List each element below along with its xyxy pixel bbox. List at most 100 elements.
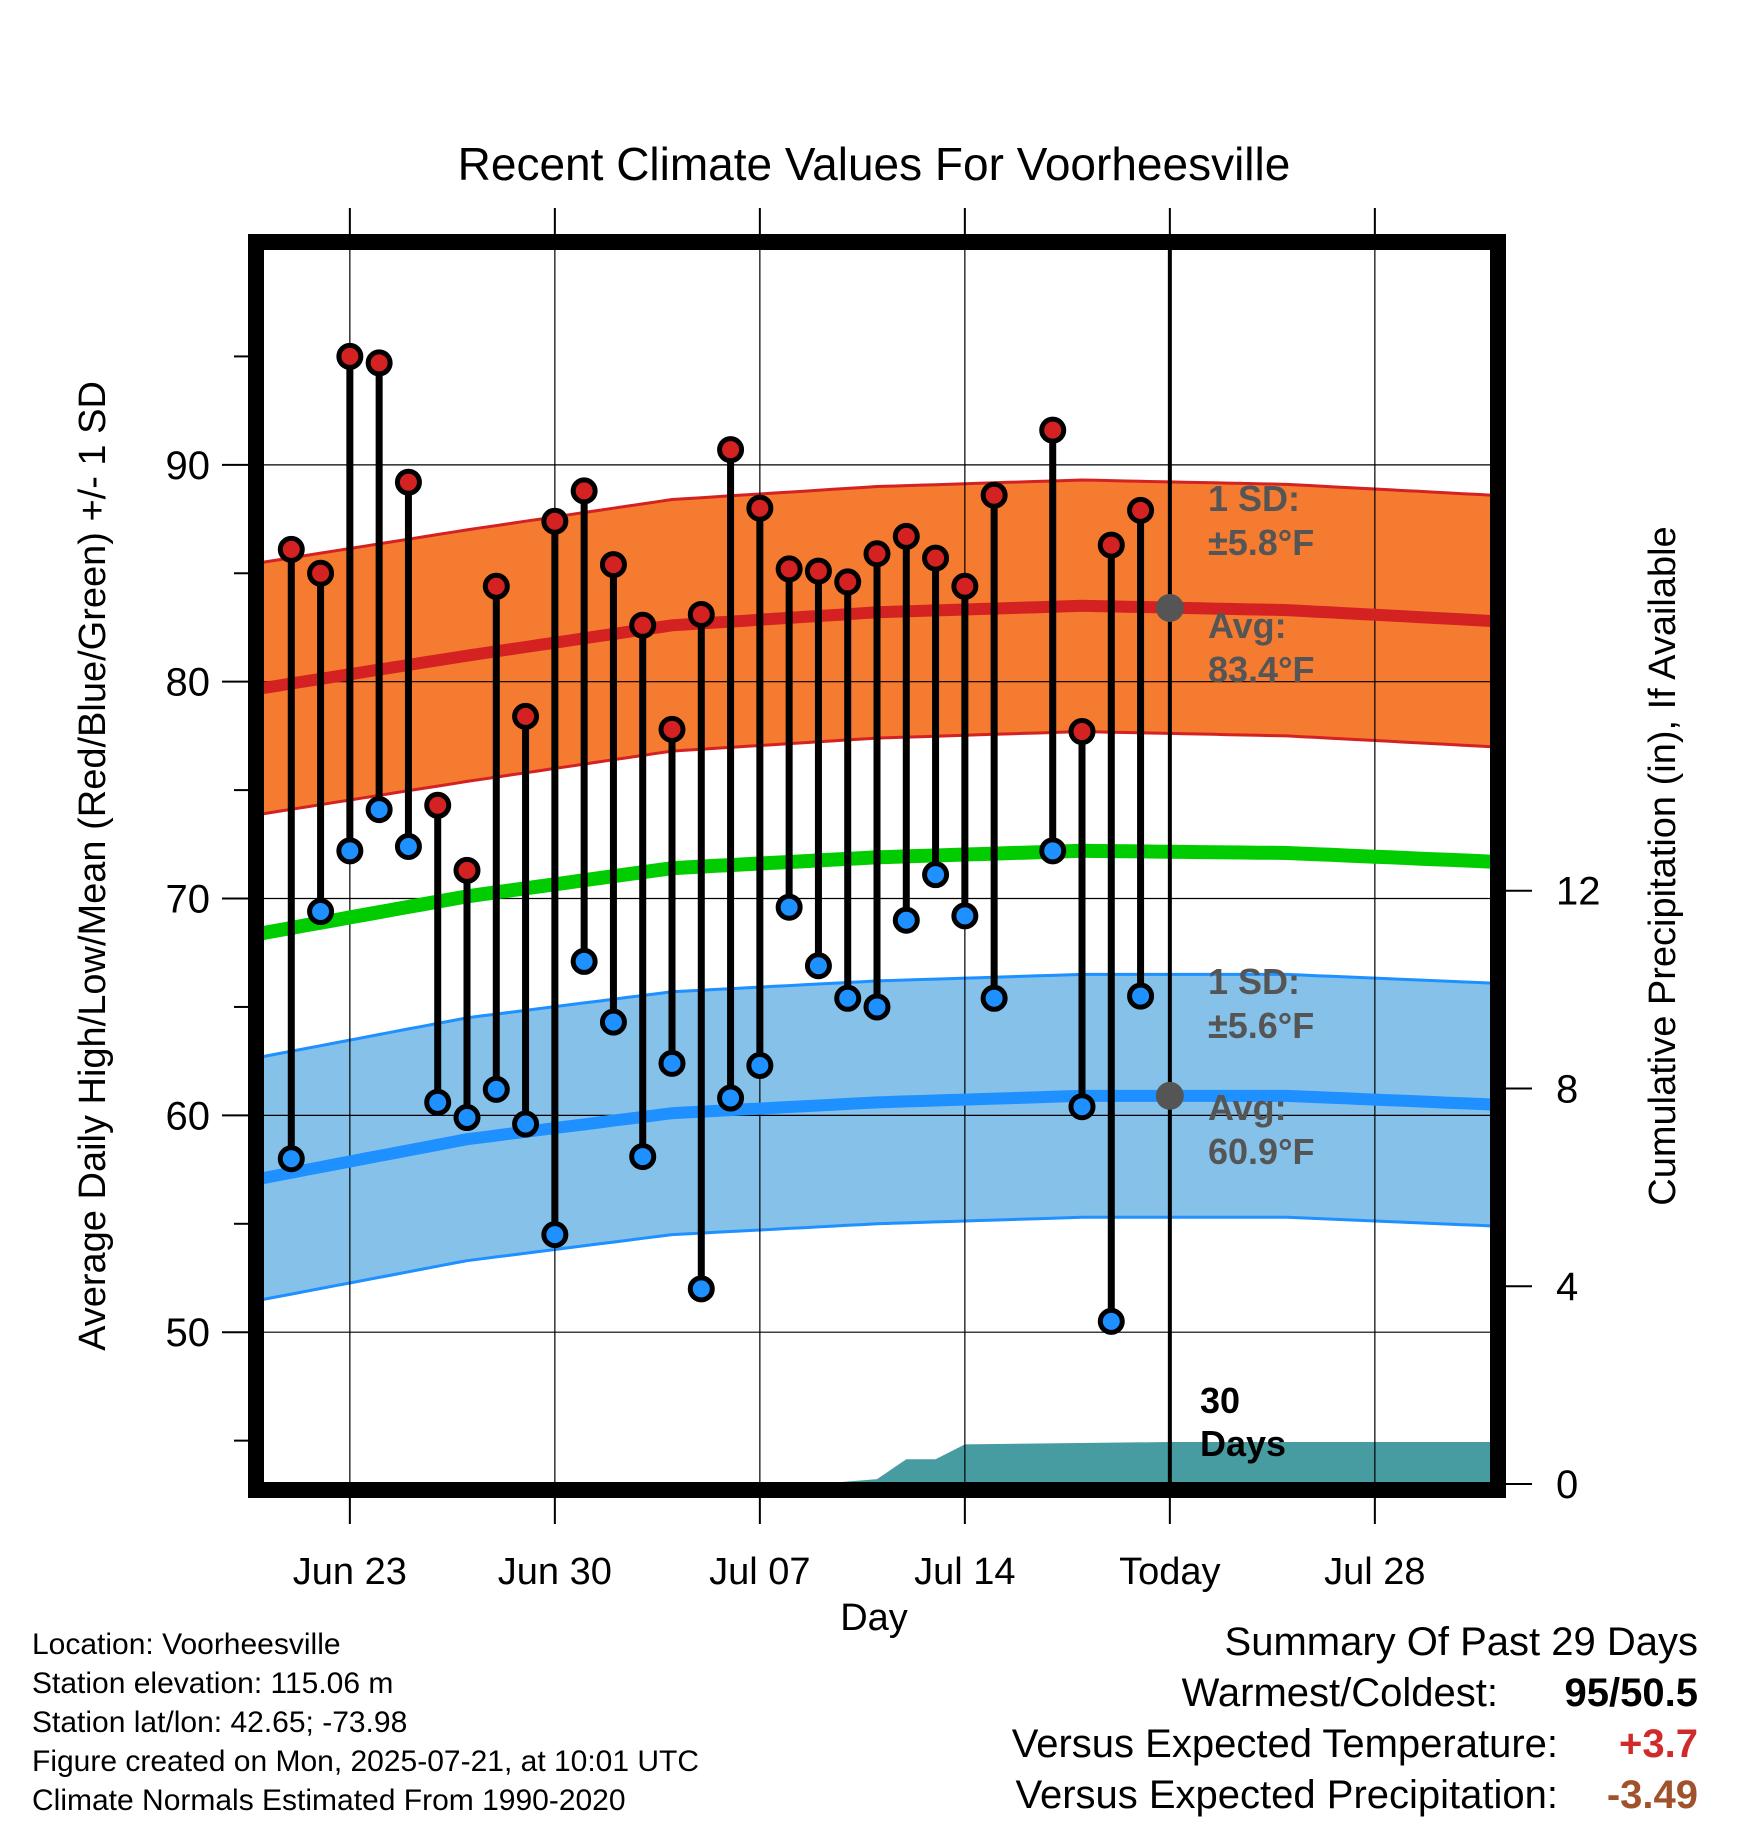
- high-sd-upper-line: [262, 478, 1492, 564]
- precip-vs-expected-value: -3.49: [1606, 1773, 1698, 1817]
- days-unit-label: Days: [1200, 1423, 1286, 1464]
- daily-high-point: [570, 477, 598, 505]
- daily-high-point: [892, 522, 920, 550]
- daily-high-point: [804, 557, 832, 585]
- temp-vs-expected-value: +3.7: [1619, 1722, 1698, 1766]
- y-tick-label: 50: [166, 1311, 211, 1355]
- elevation-text: Station elevation: 115.06 m: [32, 1667, 394, 1700]
- latlon-text: Station lat/lon: 42.65; -73.98: [32, 1706, 408, 1739]
- warmest-coldest-value: 95/50.5: [1564, 1671, 1698, 1715]
- summary-precip: Versus Expected Precipitation: -3.49: [1012, 1773, 1698, 1824]
- low-sd-lower-line: [262, 1215, 1492, 1302]
- y-tick-label: 80: [166, 661, 211, 705]
- location-text: Location: Voorheesville: [32, 1628, 341, 1661]
- normals-text: Climate Normals Estimated From 1990-2020: [32, 1784, 626, 1817]
- daily-high-point: [951, 572, 979, 600]
- warmest-value: 95: [1564, 1671, 1610, 1715]
- daily-high-point: [863, 540, 891, 568]
- daily-high-point: [307, 559, 335, 587]
- daily-low-point: [1068, 1093, 1096, 1121]
- daily-high-point: [1068, 718, 1096, 746]
- daily-high-point: [1039, 416, 1067, 444]
- summary-warmest-coldest: Warmest/Coldest: 95/50.5: [1012, 1671, 1698, 1722]
- daily-low-point: [453, 1104, 481, 1132]
- daily-high-point: [658, 715, 686, 743]
- daily-low-point: [1039, 837, 1067, 865]
- daily-low-point: [775, 893, 803, 921]
- daily-high-point: [599, 551, 627, 579]
- daily-low-point: [336, 837, 364, 865]
- daily-low-point: [629, 1143, 657, 1171]
- daily-low-point: [1097, 1307, 1125, 1335]
- x-tick-label: Jun 23: [293, 1551, 407, 1593]
- daily-high-point: [424, 791, 452, 819]
- warmest-coldest-label: Warmest/Coldest:: [1181, 1671, 1498, 1715]
- daily-low-point: [570, 947, 598, 975]
- daily-high-point: [1127, 496, 1155, 524]
- daily-low-point: [365, 796, 393, 824]
- y-tick-label: 60: [166, 1094, 211, 1138]
- daily-low-point: [892, 906, 920, 934]
- daily-low-point: [922, 861, 950, 889]
- daily-low-point: [541, 1221, 569, 1249]
- x-tick-label: Jul 14: [914, 1551, 1015, 1593]
- low-sd-value: ±5.6°F: [1208, 1005, 1314, 1046]
- daily-low-point: [717, 1084, 745, 1112]
- temp-vs-expected-label: Versus Expected Temperature:: [1011, 1722, 1558, 1766]
- daily-low-point: [658, 1049, 686, 1077]
- daily-high-point: [336, 342, 364, 370]
- daily-high-point: [629, 611, 657, 639]
- summary-panel: Summary Of Past 29 Days Warmest/Coldest:…: [1012, 1620, 1698, 1824]
- x-tick-label: Jul 28: [1324, 1551, 1425, 1593]
- y-tick-label: 90: [166, 444, 211, 488]
- today-avg-high-marker: [1155, 593, 1184, 622]
- daily-low-point: [599, 1008, 627, 1036]
- daily-low-point: [512, 1110, 540, 1138]
- y2-tick-label: 12: [1556, 870, 1601, 914]
- high-avg-label: Avg:: [1208, 605, 1287, 646]
- daily-low-point: [482, 1075, 510, 1103]
- coldest-value: 50.5: [1620, 1671, 1698, 1715]
- low-avg-label: Avg:: [1208, 1087, 1287, 1128]
- daily-low-point: [1127, 982, 1155, 1010]
- y2-axis-label: Cumulative Precipitation (in), If Availa…: [1642, 526, 1684, 1205]
- x-axis-label: Day: [840, 1597, 908, 1639]
- today-avg-low-marker: [1155, 1081, 1184, 1110]
- daily-low-point: [424, 1088, 452, 1116]
- y2-tick-label: 8: [1556, 1067, 1578, 1111]
- precip-vs-expected-label: Versus Expected Precipitation:: [1015, 1773, 1558, 1817]
- daily-high-point: [775, 555, 803, 583]
- daily-low-point: [980, 984, 1008, 1012]
- daily-high-point: [394, 468, 422, 496]
- daily-low-point: [804, 952, 832, 980]
- y2-tick-label: 0: [1556, 1463, 1578, 1507]
- daily-high-point: [453, 856, 481, 884]
- low-avg-value: 60.9°F: [1208, 1131, 1314, 1172]
- y-tick-label: 70: [166, 878, 211, 922]
- daily-high-point: [922, 544, 950, 572]
- days-count-label: 30: [1200, 1380, 1240, 1421]
- high-avg-value: 83.4°F: [1208, 649, 1314, 690]
- chart-title: Recent Climate Values For Voorheesville: [458, 138, 1291, 190]
- daily-low-point: [307, 898, 335, 926]
- daily-low-point: [687, 1275, 715, 1303]
- daily-high-point: [277, 535, 305, 563]
- y-axis-label: Average Daily High/Low/Mean (Red/Blue/Gr…: [72, 381, 114, 1351]
- daily-low-point: [746, 1051, 774, 1079]
- daily-high-point: [512, 702, 540, 730]
- daily-high-point: [365, 349, 393, 377]
- x-tick-label: Today: [1119, 1551, 1220, 1593]
- plot-frame: [248, 234, 1506, 1498]
- normal-low-line: [262, 1089, 1492, 1185]
- x-tick-label: Jul 07: [709, 1551, 810, 1593]
- daily-high-point: [834, 568, 862, 596]
- high-sd-label: 1 SD:: [1208, 478, 1300, 519]
- summary-temp: Versus Expected Temperature: +3.7: [1012, 1722, 1698, 1773]
- daily-high-point: [746, 494, 774, 522]
- low-sd-label: 1 SD:: [1208, 961, 1300, 1002]
- summary-title: Summary Of Past 29 Days: [1224, 1620, 1698, 1664]
- daily-low-point: [951, 902, 979, 930]
- station-info: Location: Voorheesville Station elevatio…: [32, 1625, 699, 1820]
- daily-high-point: [980, 481, 1008, 509]
